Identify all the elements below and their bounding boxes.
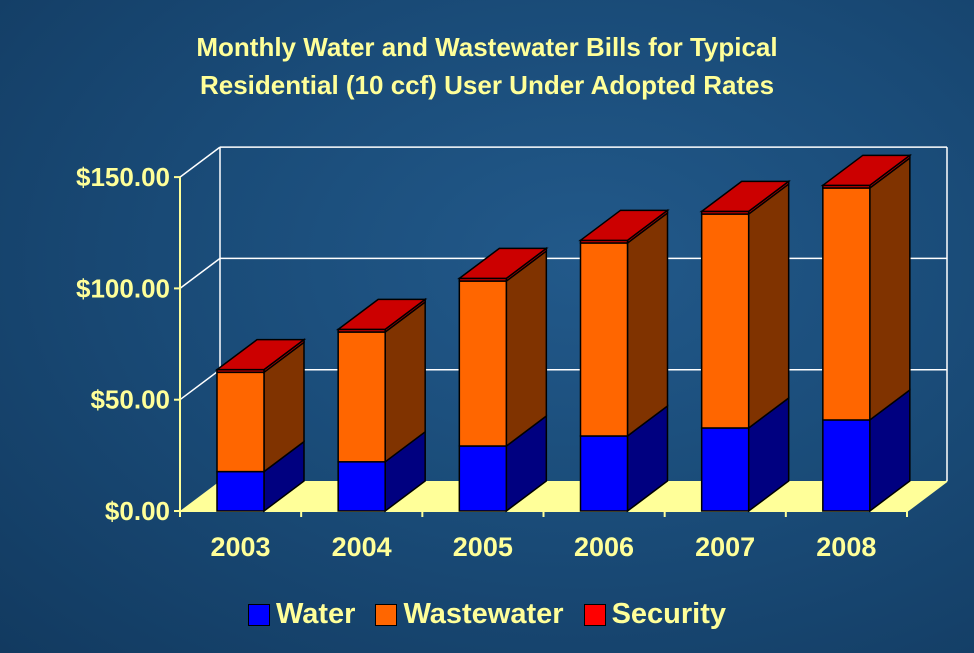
legend-item-water: Water (247, 598, 356, 631)
x-tick-label: 2008 (816, 532, 876, 562)
bar-water-2004 (337, 461, 386, 512)
floor-right-edge (906, 480, 948, 512)
bar-side-wastewater-2008 (869, 156, 911, 422)
gridline-side (179, 257, 221, 289)
bar-wastewater-2008 (822, 187, 871, 421)
bar-wastewater-2006 (579, 242, 629, 437)
gridline-side (179, 369, 221, 401)
x-tick-label: 2006 (574, 532, 634, 562)
chart-title: Monthly Water and Wastewater Bills for T… (0, 28, 974, 104)
legend-item-security: Security (583, 598, 727, 631)
bar-top-security-2006 (578, 209, 670, 242)
bar-water-2003 (216, 470, 265, 512)
chart-title-line-2: Residential (10 ccf) User Under Adopted … (199, 70, 775, 100)
bar-top-security-2004 (335, 298, 428, 331)
legend-item-wastewater: Wastewater (375, 598, 564, 631)
legend-label-water: Water (275, 598, 356, 630)
bar-top-security-2003 (214, 338, 307, 371)
bar-top-security-2005 (457, 247, 549, 280)
bar-top-security-2008 (820, 154, 913, 187)
x-tick-label: 2003 (210, 532, 270, 562)
x-tick-label: 2004 (332, 532, 392, 562)
x-tick-label: 2005 (453, 532, 513, 562)
bar-wastewater-2004 (337, 331, 386, 463)
legend: Water Wastewater Security (0, 598, 974, 631)
bar-side-wastewater-2005 (505, 249, 548, 448)
bar-top-security-2007 (699, 180, 791, 213)
gridline-side (179, 146, 221, 178)
y-tick-label: $150.00 (76, 162, 170, 192)
y-tick-label: $0.00 (105, 496, 170, 526)
y-tick-label: $100.00 (76, 273, 170, 303)
legend-swatch-wastewater (375, 603, 398, 626)
bar-side-wastewater-2006 (626, 211, 669, 438)
legend-swatch-water (247, 603, 270, 626)
chart-title-line-1: Monthly Water and Wastewater Bills for T… (196, 32, 778, 62)
bar-wastewater-2005 (458, 280, 508, 447)
x-tick-label: 2007 (695, 532, 755, 562)
bar-water-2008 (822, 419, 871, 512)
legend-label-wastewater: Wastewater (403, 598, 564, 630)
bar-water-2005 (458, 445, 508, 512)
bar-wastewater-2003 (216, 371, 265, 473)
bar-water-2007 (700, 427, 750, 512)
bar-wastewater-2007 (700, 213, 750, 429)
bar-water-2006 (579, 435, 629, 512)
legend-swatch-security (583, 603, 606, 626)
y-tick-label: $50.00 (90, 385, 170, 415)
bar-side-wastewater-2007 (747, 182, 790, 430)
legend-label-security: Security (611, 598, 727, 630)
